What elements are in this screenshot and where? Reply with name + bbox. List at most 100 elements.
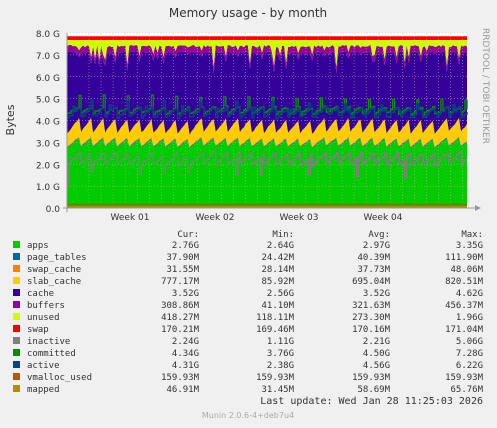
legend-value-cur: 308.86M	[161, 301, 200, 311]
legend-swatch	[13, 385, 20, 392]
legend-value-avg: 2.21G	[363, 337, 390, 347]
rrdtool-credit: RRDTOOL / TOBI OETIKER	[480, 28, 490, 144]
legend-row-mapped: mapped 46.91M 31.45M 58.69M 65.76M	[13, 385, 484, 395]
legend-series-name: cache	[27, 289, 54, 299]
legend-swatch	[13, 349, 20, 356]
legend-swatch	[13, 265, 20, 272]
x-tick-label: Week 04	[364, 213, 403, 223]
legend-swatch	[13, 361, 20, 368]
legend-value-min: 24.42M	[261, 253, 294, 263]
legend-value-cur: 4.31G	[172, 361, 199, 371]
legend-row-cache: cache 3.52G 2.56G 3.52G 4.62G	[13, 289, 483, 299]
legend-value-max: 171.04M	[445, 325, 484, 335]
legend-swatch	[13, 253, 20, 260]
legend-value-avg: 2.97G	[363, 241, 390, 251]
legend-series-name: page_tables	[27, 253, 87, 263]
legend-column-header: Avg:	[368, 230, 390, 240]
area-swap-cache	[67, 136, 467, 148]
legend-value-max: 5.06G	[456, 337, 483, 347]
y-tick-label: 4.0 G	[36, 118, 60, 128]
munin-version: Munin 2.0.6-4+deb7u4	[202, 411, 294, 420]
legend-value-max: 159.93M	[445, 373, 484, 383]
legend-row-active: active 4.31G 2.38G 4.56G 6.22G	[13, 361, 483, 371]
legend-value-min: 31.45M	[261, 385, 294, 395]
legend-value-avg: 695.04M	[352, 277, 391, 287]
y-tick-label: 8.0 G	[36, 30, 60, 40]
y-tick-label: 7.0 G	[36, 52, 60, 62]
legend-value-max: 1.96G	[456, 313, 483, 323]
legend-series-name: slab_cache	[27, 277, 81, 287]
legend-value-cur: 418.27M	[161, 313, 200, 323]
legend-row-slab-cache: slab_cache 777.17M 85.92M 695.04M 820.51M	[13, 277, 484, 287]
y-tick-label: 5.0 G	[36, 96, 60, 106]
legend-series-name: swap	[27, 325, 49, 335]
legend-value-avg: 4.50G	[363, 349, 390, 359]
legend-value-max: 456.37M	[445, 301, 484, 311]
legend-header: Cur: Min: Avg: Max:	[177, 230, 483, 240]
legend-value-min: 2.38G	[267, 361, 294, 371]
last-update: Last update: Wed Jan 28 11:25:03 2026	[260, 396, 483, 407]
legend-value-avg: 37.73M	[357, 265, 390, 275]
legend-value-avg: 3.52G	[363, 289, 390, 299]
legend-row-committed: committed 4.34G 3.76G 4.50G 7.28G	[13, 349, 483, 359]
legend-value-cur: 170.21M	[161, 325, 200, 335]
legend-row-page-tables: page_tables 37.90M 24.42M 40.39M 111.90M	[13, 253, 484, 263]
legend-value-avg: 58.69M	[357, 385, 390, 395]
legend-value-avg: 273.30M	[352, 313, 391, 323]
legend-value-cur: 31.55M	[166, 265, 199, 275]
legend-column-header: Max:	[461, 230, 483, 240]
legend-value-avg: 159.93M	[352, 373, 391, 383]
legend-value-avg: 4.56G	[363, 361, 390, 371]
legend-series-name: committed	[27, 349, 76, 359]
x-tick-label: Week 03	[280, 213, 319, 223]
legend-value-min: 3.76G	[267, 349, 294, 359]
legend-value-min: 28.14M	[261, 265, 294, 275]
legend-swatch	[13, 337, 20, 344]
legend-value-min: 85.92M	[261, 277, 294, 287]
legend-value-cur: 777.17M	[161, 277, 200, 287]
legend-value-cur: 4.34G	[172, 349, 199, 359]
legend-value-min: 118.11M	[256, 313, 295, 323]
legend-swatch	[13, 373, 20, 380]
line-series	[67, 94, 468, 208]
stacked-areas	[67, 36, 467, 208]
y-tick-label: 1.0 G	[36, 183, 60, 193]
legend-value-max: 820.51M	[445, 277, 484, 287]
legend-series-name: swap_cache	[27, 265, 81, 275]
legend-swatch	[13, 301, 20, 308]
y-tick-label: 0.0	[46, 205, 61, 215]
area-swap	[67, 36, 467, 40]
chart-title: Memory usage - by month	[169, 6, 327, 20]
legend-value-cur: 3.52G	[172, 289, 199, 299]
legend-row-buffers: buffers 308.86M 41.10M 321.63M 456.37M	[13, 301, 484, 311]
area-unused	[67, 40, 467, 68]
legend-row-swap: swap 170.21M 169.46M 170.16M 171.04M	[13, 325, 484, 335]
x-tick-label: Week 01	[111, 213, 150, 223]
legend-value-min: 169.46M	[256, 325, 295, 335]
legend-row-inactive: inactive 2.24G 1.11G 2.21G 5.06G	[13, 337, 483, 347]
legend-value-min: 41.10M	[261, 301, 294, 311]
y-axis-ticks: 0.0 1.0 G 2.0 G 3.0 G 4.0 G 5.0 G 6.0 G 7.0 G 8.…	[36, 30, 60, 215]
legend-value-avg: 321.63M	[352, 301, 391, 311]
legend-value-max: 65.76M	[450, 385, 483, 395]
legend-swatch	[13, 277, 20, 284]
legend-series-name: active	[27, 361, 60, 371]
legend-value-min: 1.11G	[267, 337, 294, 347]
legend-swatch	[13, 289, 20, 296]
legend-column-header: Cur:	[177, 230, 199, 240]
line-active	[67, 99, 468, 120]
area-buffers	[67, 44, 467, 74]
x-tick-label: Week 02	[196, 213, 235, 223]
legend-series-name: inactive	[27, 337, 70, 347]
legend-row-swap-cache: swap_cache 31.55M 28.14M 37.73M 48.06M	[13, 265, 484, 275]
legend-swatch	[13, 325, 20, 332]
legend-column-header: Min:	[272, 230, 294, 240]
legend-value-avg: 40.39M	[357, 253, 390, 263]
legend-value-min: 159.93M	[256, 373, 295, 383]
area-slab-cache	[67, 118, 467, 147]
legend-value-cur: 2.76G	[172, 241, 199, 251]
area-apps	[67, 138, 467, 208]
legend-value-min: 2.64G	[267, 241, 294, 251]
